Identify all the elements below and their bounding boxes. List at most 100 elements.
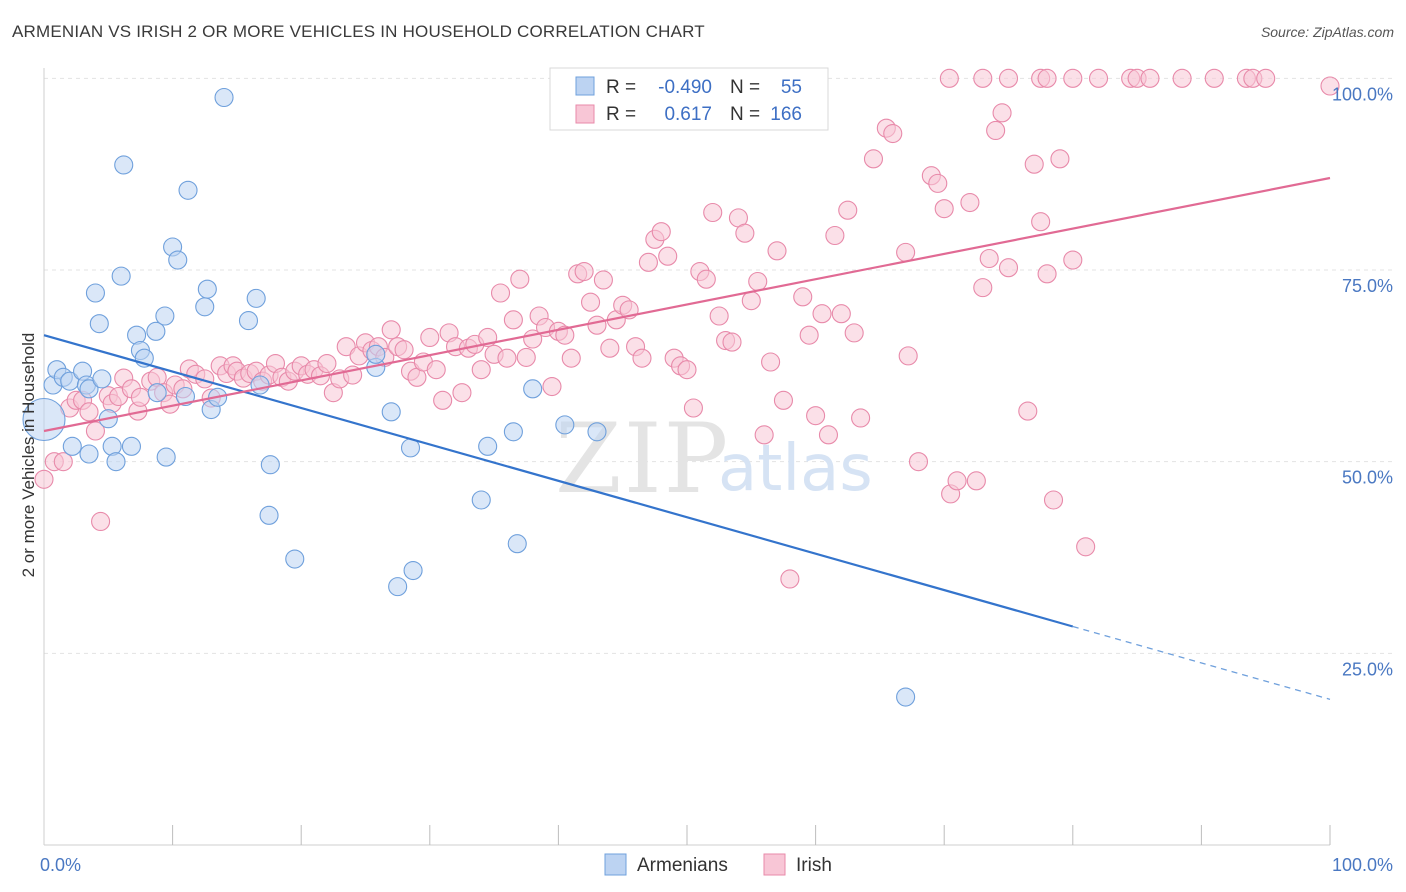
irish-point-154 <box>998 68 1019 88</box>
bottom-legend-swatch-irish <box>763 853 786 876</box>
y-axis-title: 2 or more Vehicles in Household <box>19 333 38 578</box>
armenians-point-9 <box>79 444 99 464</box>
legend-n-value-2: 166 <box>770 104 802 125</box>
armenians-point-23 <box>147 383 167 403</box>
legend-r-label-2: R = <box>606 104 636 125</box>
y-tick-label-1: 50.0% <box>1342 468 1393 488</box>
irish-point-85 <box>587 315 607 335</box>
irish-point-104 <box>709 306 729 326</box>
irish-point-96 <box>658 246 678 266</box>
irish-point-70 <box>490 283 511 303</box>
armenians-point-28 <box>178 180 198 200</box>
irish-point-67 <box>471 360 491 380</box>
legend-r-value-2: 0.617 <box>664 104 712 125</box>
armenians-trend-line <box>43 334 1074 628</box>
irish-point-80 <box>555 325 575 345</box>
irish-point-123 <box>838 200 858 220</box>
irish-point-120 <box>818 425 839 445</box>
legend-n-label-1: N = <box>730 77 760 98</box>
irish-point-163 <box>1204 68 1224 88</box>
irish-point-117 <box>799 325 819 345</box>
irish-point-136 <box>947 471 967 491</box>
irish-point-92 <box>632 348 652 368</box>
irish-point-142 <box>992 103 1012 123</box>
tick-labels: 25.0% 50.0% 75.0% 100.0% 0.0% 100.0% <box>40 84 1393 875</box>
irish-point-81 <box>561 348 581 368</box>
watermark-atlas: atlas <box>718 432 873 506</box>
armenians-point-15 <box>111 266 131 286</box>
axes <box>43 68 1331 846</box>
armenians-point-34 <box>238 311 259 331</box>
irish-point-152 <box>939 68 959 88</box>
watermark-zip: ZIP <box>555 403 730 515</box>
legend-n-value-1: 55 <box>781 77 802 98</box>
irish-point-73 <box>510 269 530 289</box>
armenians-point-29 <box>195 297 215 317</box>
armenians-point-36 <box>250 375 270 395</box>
bottom-legend-swatch-armenians <box>604 853 627 876</box>
irish-point-112 <box>761 352 781 372</box>
armenians-point-22 <box>146 321 166 341</box>
irish-point-113 <box>767 241 787 261</box>
irish-point-71 <box>497 348 517 368</box>
irish-point-121 <box>825 225 845 246</box>
irish-point-126 <box>863 149 884 169</box>
irish-point-8 <box>91 511 111 532</box>
armenians-point-44 <box>403 560 423 581</box>
irish-point-110 <box>748 271 768 292</box>
armenians-trend-extension <box>1072 625 1331 700</box>
irish-point-106 <box>722 332 742 352</box>
irish-point-144 <box>1018 401 1038 421</box>
armenians-point-50 <box>523 379 543 399</box>
irish-point-122 <box>831 304 851 324</box>
armenians-point-48 <box>503 422 523 442</box>
armenians-point-13 <box>106 452 126 472</box>
x-tick-label-0: 0.0% <box>40 855 81 875</box>
irish-point-156 <box>1037 68 1057 88</box>
armenians-point-38 <box>260 455 280 475</box>
series-irish <box>34 68 1340 589</box>
armenians-point-16 <box>85 283 105 303</box>
irish-point-151 <box>1076 537 1096 557</box>
irish-point-128 <box>883 123 903 144</box>
irish-point-87 <box>600 338 620 358</box>
irish-point-146 <box>1031 212 1051 232</box>
armenians-point-27 <box>168 250 188 270</box>
irish-point-95 <box>651 222 671 242</box>
irish-point-125 <box>851 408 871 428</box>
legend-r-value-1: -0.490 <box>658 77 712 98</box>
armenians-point-47 <box>478 436 498 456</box>
y-tick-label-3: 100.0% <box>1332 84 1393 104</box>
irish-point-119 <box>812 304 832 324</box>
irish-point-102 <box>696 269 716 289</box>
irish-point-147 <box>1037 264 1057 284</box>
irish-point-139 <box>973 278 993 298</box>
armenians-point-41 <box>366 344 386 364</box>
armenians-point-51 <box>555 415 575 435</box>
series-armenians <box>22 87 916 707</box>
correlation-legend: R = -0.490 N = 55 R = 0.617 N = 166 <box>549 67 829 131</box>
irish-point-134 <box>934 199 954 219</box>
irish-point-60 <box>426 360 446 380</box>
armenians-point-17 <box>89 314 109 334</box>
armenians-point-49 <box>507 534 527 554</box>
irish-point-124 <box>844 323 864 343</box>
irish-point-161 <box>1140 68 1160 88</box>
irish-point-129 <box>896 242 916 262</box>
irish-point-138 <box>966 471 986 491</box>
armenians-point-52 <box>587 422 607 442</box>
watermark: ZIP atlas <box>555 403 873 515</box>
irish-point-137 <box>960 192 980 213</box>
legend-swatch-armenians <box>575 76 595 96</box>
legend-n-label-2: N = <box>730 104 760 125</box>
armenians-point-8 <box>79 379 99 399</box>
irish-point-72 <box>503 310 523 330</box>
irish-point-130 <box>898 346 918 366</box>
irish-point-140 <box>979 248 999 269</box>
irish-point-2 <box>53 452 73 472</box>
legend-box <box>549 67 829 131</box>
irish-point-167 <box>1320 76 1340 96</box>
trend-lines <box>43 176 1331 700</box>
irish-point-157 <box>1063 68 1083 88</box>
armenians-point-30 <box>197 279 217 299</box>
